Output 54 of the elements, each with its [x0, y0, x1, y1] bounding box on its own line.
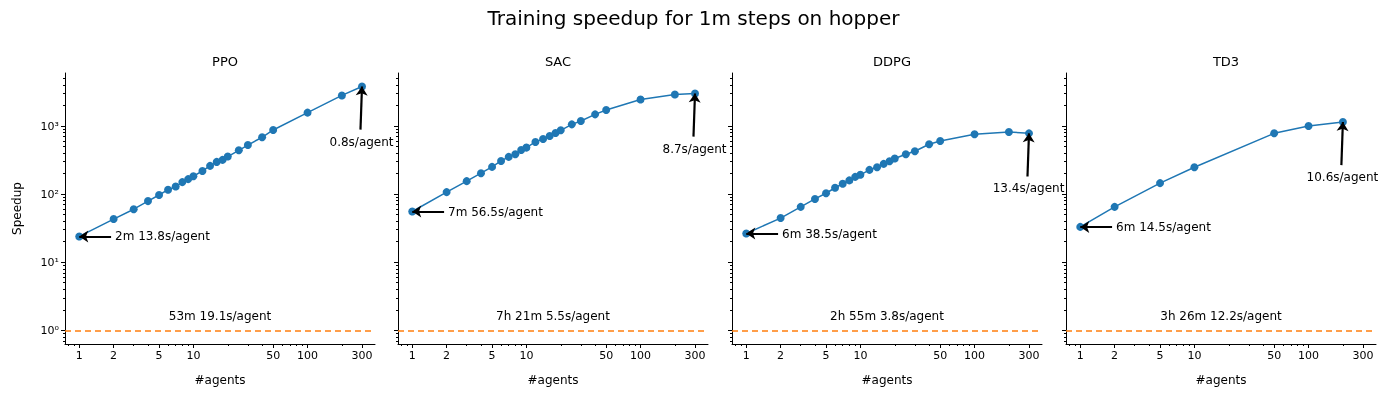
- x-tick-label: 300: [351, 349, 373, 362]
- x-tick-label: 50: [266, 349, 281, 362]
- x-tick-label: 5: [1156, 349, 1164, 362]
- chart-title: TD3: [1211, 54, 1240, 69]
- ref-line-label: 3h 26m 12.2s/agent: [1160, 309, 1283, 324]
- chart-title: DDPG: [873, 54, 911, 69]
- x-tick-label: 10: [519, 349, 534, 362]
- x-tick-label: 2: [1111, 349, 1119, 362]
- x-tick-label: 50: [599, 349, 614, 362]
- x-tick-label: 5: [155, 349, 163, 362]
- x-tick-label: 300: [1352, 349, 1374, 362]
- annotation: 2m 13.8s/agent: [115, 229, 211, 244]
- ref-line-label: 2h 55m 3.8s/agent: [830, 309, 945, 324]
- x-tick-label: 10: [853, 349, 868, 362]
- y-tick-label: 10²: [40, 187, 59, 201]
- x-tick-label: 100: [1298, 349, 1320, 362]
- x-tick-label: 2: [443, 349, 451, 362]
- x-tick-label: 10: [186, 349, 201, 362]
- annotation: 13.4s/agent: [992, 181, 1065, 196]
- annotation: 8.7s/agent: [662, 141, 727, 156]
- text: Training speedup for 1m steps on hopper: [486, 6, 901, 30]
- x-axis-title: #agents: [1195, 373, 1247, 387]
- annotation: 10.6s/agent: [1306, 170, 1379, 185]
- ref-line-label: 53m 19.1s/agent: [168, 309, 272, 324]
- chart-title: SAC: [544, 54, 572, 69]
- x-tick-label: 2: [110, 349, 118, 362]
- y-tick-label: 10⁰: [40, 323, 60, 337]
- x-tick-label: 1: [742, 349, 750, 362]
- x-tick-label: 5: [822, 349, 830, 362]
- x-tick-label: 1: [408, 349, 416, 362]
- x-tick-label: 2: [777, 349, 785, 362]
- x-tick-label: 1: [75, 349, 83, 362]
- x-tick-label: 100: [964, 349, 986, 362]
- x-axis-title: #agents: [527, 373, 579, 387]
- x-axis-title: #agents: [861, 373, 913, 387]
- x-tick-label: 50: [933, 349, 948, 362]
- x-tick-label: 50: [1267, 349, 1282, 362]
- x-tick-label: 300: [1018, 349, 1040, 362]
- x-tick-label: 100: [630, 349, 652, 362]
- annotation: 6m 38.5s/agent: [782, 226, 878, 241]
- chart-title: PPO: [212, 54, 238, 69]
- x-tick-label: 5: [488, 349, 496, 362]
- x-tick-label: 1: [1076, 349, 1084, 362]
- y-axis-title: Speedup: [10, 182, 24, 235]
- y-tick-label: 10¹: [40, 255, 59, 269]
- x-axis-title: #agents: [194, 373, 246, 387]
- annotation: 0.8s/agent: [329, 134, 394, 149]
- ref-line-label: 7h 21m 5.5s/agent: [496, 309, 611, 324]
- x-tick-label: 100: [297, 349, 319, 362]
- annotation: 6m 14.5s/agent: [1116, 219, 1212, 234]
- x-tick-label: 300: [684, 349, 706, 362]
- y-tick-label: 10³: [40, 119, 59, 133]
- x-tick-label: 10: [1187, 349, 1202, 362]
- annotation: 7m 56.5s/agent: [448, 204, 544, 219]
